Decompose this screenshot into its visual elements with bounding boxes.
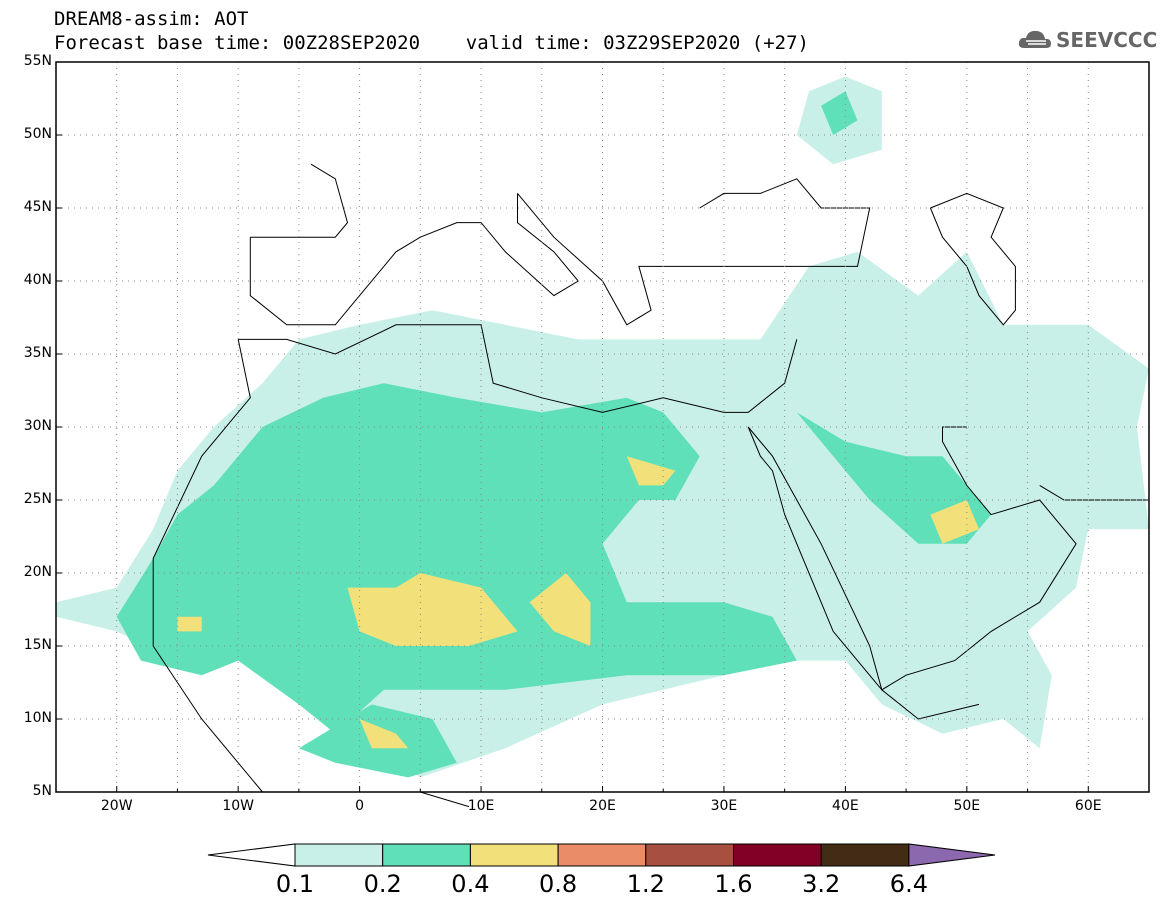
coastline-4 [250, 163, 349, 238]
colorbar-under-arrow [207, 843, 296, 867]
aot-region-0_4-10 [359, 719, 409, 749]
lon-label: 60E [1074, 798, 1102, 814]
logo-text: SEEVCCC [1056, 28, 1158, 52]
aot-region-0_4-11 [177, 616, 202, 632]
coastline-3 [249, 193, 579, 326]
map-title-line2: Forecast base time: 00Z28SEP2020 valid t… [54, 32, 809, 54]
lat-label: 35N [23, 345, 52, 361]
axis-ticks [55, 61, 1150, 793]
aot-region-0_4-8 [626, 456, 676, 486]
lat-label: 5N [32, 783, 52, 799]
colorbar-label: 0.1 [275, 870, 315, 898]
lon-label: 40E [832, 798, 859, 814]
lat-label: 45N [23, 199, 52, 215]
lon-label: 20E [589, 798, 616, 814]
colorbar-label: 1.6 [714, 870, 753, 898]
coastline-5 [517, 178, 871, 326]
lat-label: 10N [23, 710, 52, 726]
lon-label: 0 [355, 798, 365, 814]
colorbar-bin [645, 843, 734, 867]
coastline-0 [238, 324, 798, 413]
coastline-8 [881, 689, 980, 720]
lat-label: 55N [23, 53, 52, 69]
lat-label: 50N [23, 126, 52, 142]
lat-label: 25N [23, 491, 52, 507]
colorbar-bin [294, 843, 384, 867]
lat-label: 15N [23, 637, 52, 653]
map-title-line1: DREAM8-assim: AOT [54, 8, 249, 30]
lat-label: 20N [23, 564, 52, 580]
colorbar-label: 0.8 [539, 870, 578, 898]
lat-label: 30N [23, 418, 52, 434]
colorbar-bin [382, 843, 471, 867]
colorbar [207, 843, 996, 867]
colorbar-bin [469, 843, 559, 867]
lat-label: 40N [23, 272, 52, 288]
aot-region-0_4-6 [347, 573, 518, 646]
colorbar-label: 0.2 [363, 870, 402, 898]
coastline-6 [747, 426, 1077, 691]
aot-region-0_4-9 [930, 500, 979, 544]
coastline-7 [747, 426, 883, 691]
colorbar-label: 0.4 [451, 870, 490, 898]
colorbar-label: 3.2 [802, 870, 841, 898]
aot-region-0_2-5 [821, 91, 858, 135]
lon-label: 10E [467, 798, 495, 814]
lon-label: 10W [222, 798, 254, 814]
coastline-10 [929, 192, 1016, 326]
colorbar-label: 6.4 [889, 870, 928, 898]
lon-label: 30E [710, 798, 738, 814]
coastline-1 [152, 339, 263, 793]
colorbar-bin [557, 843, 647, 867]
aot-region-0_4-7 [529, 573, 591, 646]
colorbar-over-arrow [908, 843, 996, 867]
aot-regions [56, 76, 1149, 778]
lon-label: 50E [953, 798, 981, 814]
lon-label: 20W [100, 798, 133, 814]
cloud-icon [1018, 30, 1051, 48]
colorbar-bin [820, 843, 910, 867]
colorbar-bin [733, 843, 822, 867]
colorbar-label: 1.2 [626, 870, 665, 898]
